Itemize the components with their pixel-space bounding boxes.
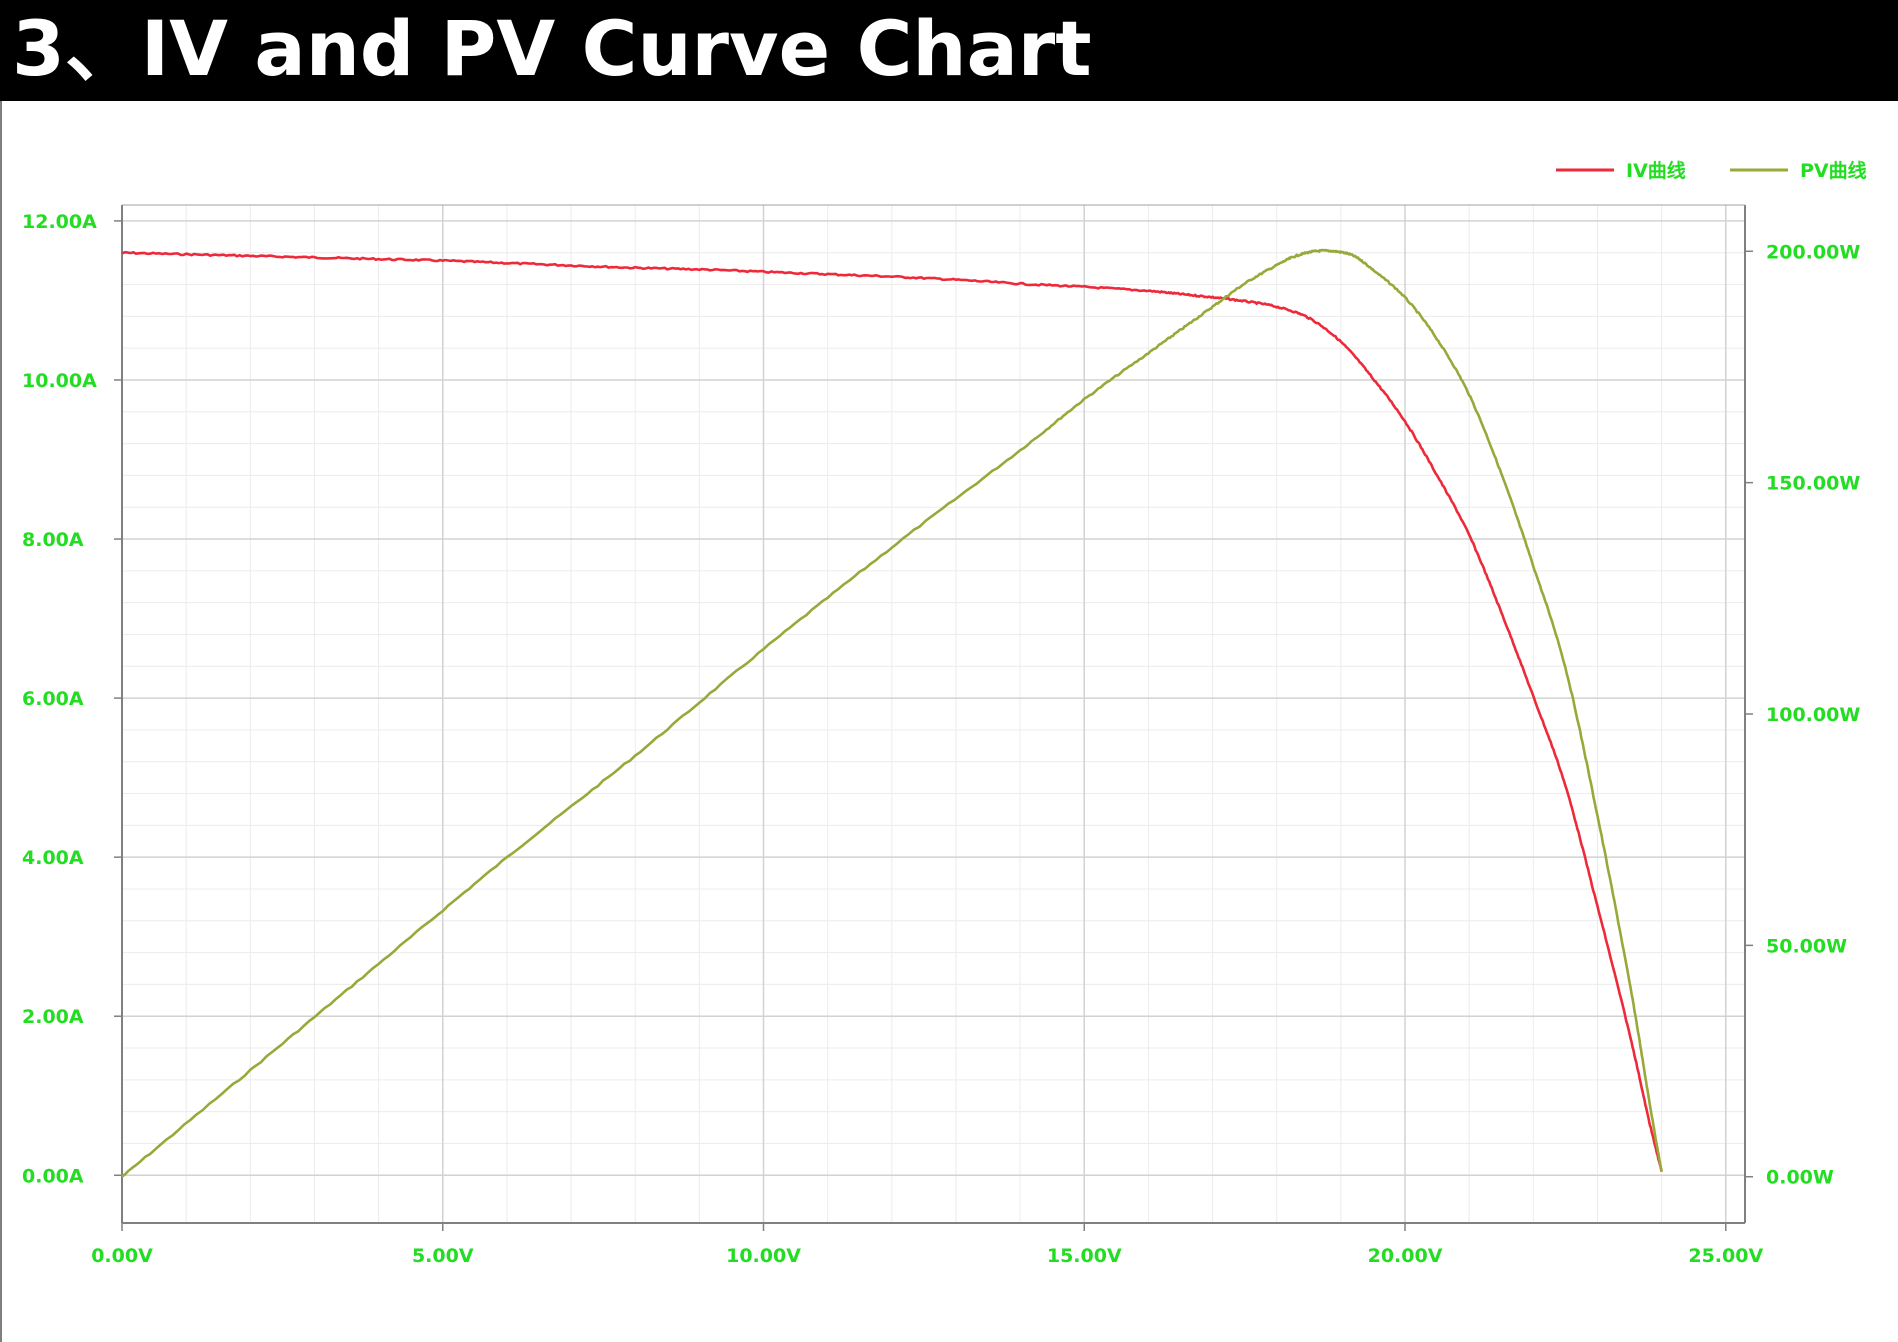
x-tick-label: 10.00V [726, 1245, 801, 1267]
x-tick-label: 15.00V [1047, 1245, 1122, 1267]
y-right-tick-label: 150.00W [1766, 473, 1860, 495]
legend: IV曲线 PV曲线 [1556, 159, 1867, 182]
legend-label-iv: IV曲线 [1626, 159, 1686, 182]
page-title: 3、IV and PV Curve Chart [12, 4, 1092, 93]
axes: 0.00A 2.00A 4.00A 6.00A 8.00A 10.00A 12.00A 0.0… [22, 204, 1860, 1267]
plot-area [122, 205, 1745, 1223]
y-right-tick-label: 0.00W [1766, 1167, 1834, 1189]
grid [122, 205, 1745, 1223]
legend-label-pv: PV曲线 [1800, 159, 1867, 182]
pv-curve [121, 248, 1663, 1178]
y-right-tick-label: 100.00W [1766, 704, 1860, 726]
y-left-tick-label: 8.00A [22, 529, 84, 551]
title-bar: 3、IV and PV Curve Chart [0, 0, 1898, 101]
x-tick-label: 20.00V [1368, 1245, 1443, 1267]
y-right-tick-label: 200.00W [1766, 241, 1860, 263]
y-left-tick-label: 4.00A [22, 847, 84, 869]
y-left-tick-label: 2.00A [22, 1006, 84, 1028]
y-right-tick-label: 50.00W [1766, 935, 1847, 957]
x-tick-label: 25.00V [1688, 1245, 1763, 1267]
y-left-tick-label: 0.00A [22, 1165, 84, 1187]
frame-border [0, 101, 2, 1342]
x-tick-label: 0.00V [91, 1245, 153, 1267]
iv-curve [121, 250, 1663, 1172]
x-tick-label: 5.00V [412, 1245, 474, 1267]
y-left-tick-label: 10.00A [22, 370, 97, 392]
y-left-tick-label: 6.00A [22, 688, 84, 710]
y-left-tick-label: 12.00A [22, 211, 97, 233]
series-layer [121, 248, 1663, 1178]
